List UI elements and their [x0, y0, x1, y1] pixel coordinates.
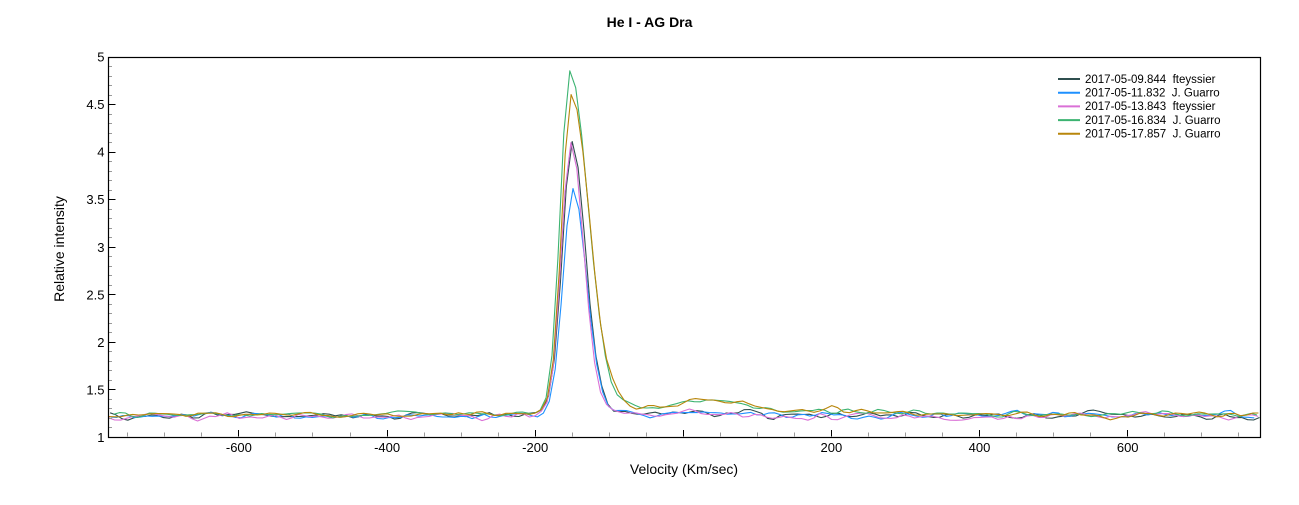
- svg-text:4: 4: [97, 145, 104, 160]
- svg-text:200: 200: [821, 440, 843, 455]
- svg-text:2: 2: [97, 335, 104, 350]
- svg-text:2017-05-16.834 J. Guarro: 2017-05-16.834 J. Guarro: [1085, 115, 1221, 127]
- svg-text:2017-05-09.844 fteyssier: 2017-05-09.844 fteyssier: [1085, 74, 1216, 86]
- svg-text:400: 400: [969, 440, 991, 455]
- svg-text:2.5: 2.5: [86, 287, 104, 302]
- svg-text:2017-05-11.832 J. Guarro: 2017-05-11.832 J. Guarro: [1085, 88, 1220, 100]
- svg-text:-200: -200: [522, 440, 548, 455]
- svg-text:2017-05-13.843 fteyssier: 2017-05-13.843 fteyssier: [1085, 101, 1216, 113]
- svg-text:3.5: 3.5: [86, 192, 104, 207]
- svg-text:3: 3: [97, 240, 104, 255]
- svg-text:He I - AG Dra: He I - AG Dra: [607, 14, 693, 30]
- svg-text:1.5: 1.5: [86, 382, 104, 397]
- svg-text:-400: -400: [374, 440, 400, 455]
- svg-text:4.5: 4.5: [86, 97, 104, 112]
- svg-text:5: 5: [97, 50, 104, 65]
- svg-text:Relative intensity: Relative intensity: [51, 196, 67, 302]
- svg-text:600: 600: [1117, 440, 1139, 455]
- svg-text:Velocity (Km/sec): Velocity (Km/sec): [630, 461, 738, 477]
- svg-text:2017-05-17.857 J. Guarro: 2017-05-17.857 J. Guarro: [1085, 129, 1221, 141]
- svg-text:-600: -600: [226, 440, 252, 455]
- svg-text:1: 1: [97, 430, 104, 445]
